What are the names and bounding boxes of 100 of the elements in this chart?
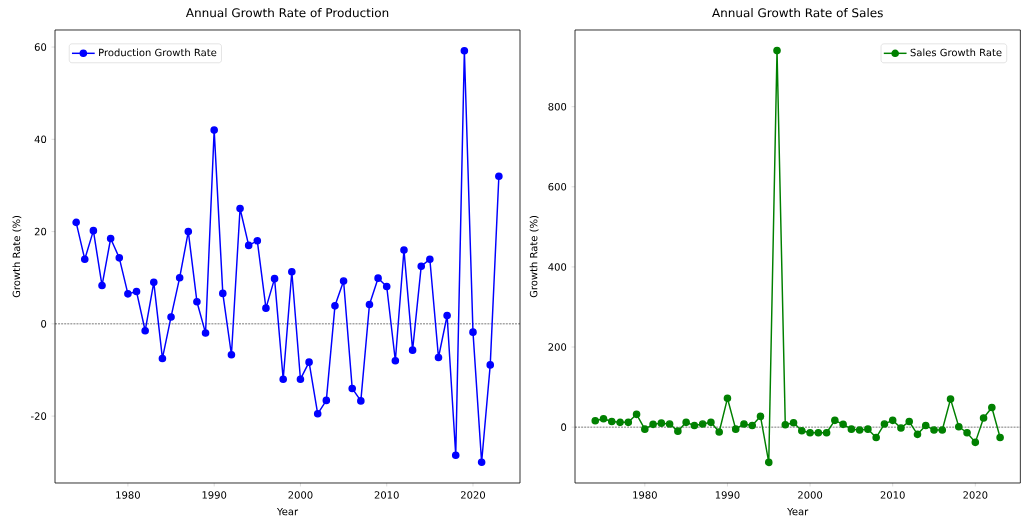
point [322, 396, 331, 405]
point [331, 302, 339, 310]
point [339, 277, 348, 285]
point [963, 429, 971, 437]
point [149, 278, 158, 287]
point [864, 425, 872, 434]
x-tick-label: 1980 [116, 491, 140, 499]
point [486, 361, 495, 369]
point [219, 289, 227, 298]
point [227, 351, 236, 359]
point [888, 416, 897, 425]
point [313, 410, 322, 418]
point [715, 428, 723, 436]
point [288, 268, 296, 276]
point [365, 300, 374, 309]
point [460, 47, 469, 55]
y-tick-label: 0 [41, 320, 47, 328]
point [674, 427, 682, 436]
point [391, 357, 400, 365]
point [905, 417, 914, 426]
y-tick-label: 800 [548, 103, 567, 111]
point [141, 327, 149, 335]
point [789, 419, 798, 427]
point [210, 126, 218, 135]
x-tick-label: 2020 [963, 491, 988, 499]
point [426, 255, 434, 264]
point [175, 274, 184, 282]
point [434, 353, 443, 362]
point [641, 425, 649, 434]
point [988, 403, 996, 412]
legend-label: Production Growth Rate [99, 48, 217, 57]
point [698, 420, 707, 428]
point [167, 313, 175, 321]
point [262, 304, 270, 313]
point [764, 458, 773, 467]
point [607, 417, 616, 426]
point [707, 418, 715, 427]
point [270, 274, 279, 283]
x-tick-label: 1990 [202, 491, 227, 499]
point [748, 421, 757, 430]
chart-title: Annual Growth Rate of Sales [712, 8, 883, 18]
point [971, 438, 980, 447]
point [357, 397, 365, 405]
point [616, 418, 624, 427]
point [839, 420, 847, 429]
point [451, 451, 460, 460]
point [806, 429, 814, 437]
point [495, 172, 503, 181]
point [954, 423, 963, 431]
point [781, 421, 790, 429]
point [477, 458, 486, 467]
point [374, 274, 382, 283]
x-tick-label: 1980 [633, 491, 657, 499]
point [72, 218, 80, 227]
point [946, 395, 955, 404]
x-tick-label: 2010 [880, 491, 905, 499]
x-tick-label: 2010 [374, 491, 399, 499]
point [798, 427, 806, 435]
point [723, 394, 732, 403]
point [296, 375, 305, 384]
point [649, 420, 657, 429]
point [408, 346, 417, 355]
point [872, 433, 880, 442]
point [930, 426, 938, 434]
point [938, 426, 947, 434]
y-tick-label: 20 [34, 227, 47, 236]
point [632, 410, 641, 419]
y-axis-title: Growth Rate (%) [12, 216, 22, 298]
point [740, 420, 748, 428]
point [773, 46, 781, 55]
point [731, 425, 740, 434]
chart-title: Annual Growth Rate of Production [185, 8, 389, 18]
point [236, 204, 244, 213]
point [847, 425, 856, 434]
point [193, 298, 201, 306]
point [201, 329, 210, 337]
point [756, 412, 765, 421]
point [665, 420, 674, 428]
x-tick-label: 2020 [461, 491, 486, 499]
point [469, 328, 477, 337]
point [657, 419, 666, 428]
point [591, 417, 600, 425]
point [417, 262, 426, 271]
point [253, 237, 262, 245]
point [814, 429, 823, 437]
y-tick-label: 40 [34, 135, 47, 144]
point [244, 241, 253, 250]
point [305, 358, 313, 367]
point [880, 420, 889, 428]
point [382, 282, 391, 291]
point [106, 234, 115, 243]
x-tick-label: 2000 [288, 491, 313, 499]
point [690, 421, 699, 430]
point [348, 384, 357, 393]
y-tick-label: -20 [30, 412, 47, 420]
y-tick-label: 600 [548, 183, 567, 191]
point [80, 255, 89, 264]
x-axis-title: Year [276, 508, 299, 516]
point [624, 418, 633, 427]
point [279, 375, 287, 384]
